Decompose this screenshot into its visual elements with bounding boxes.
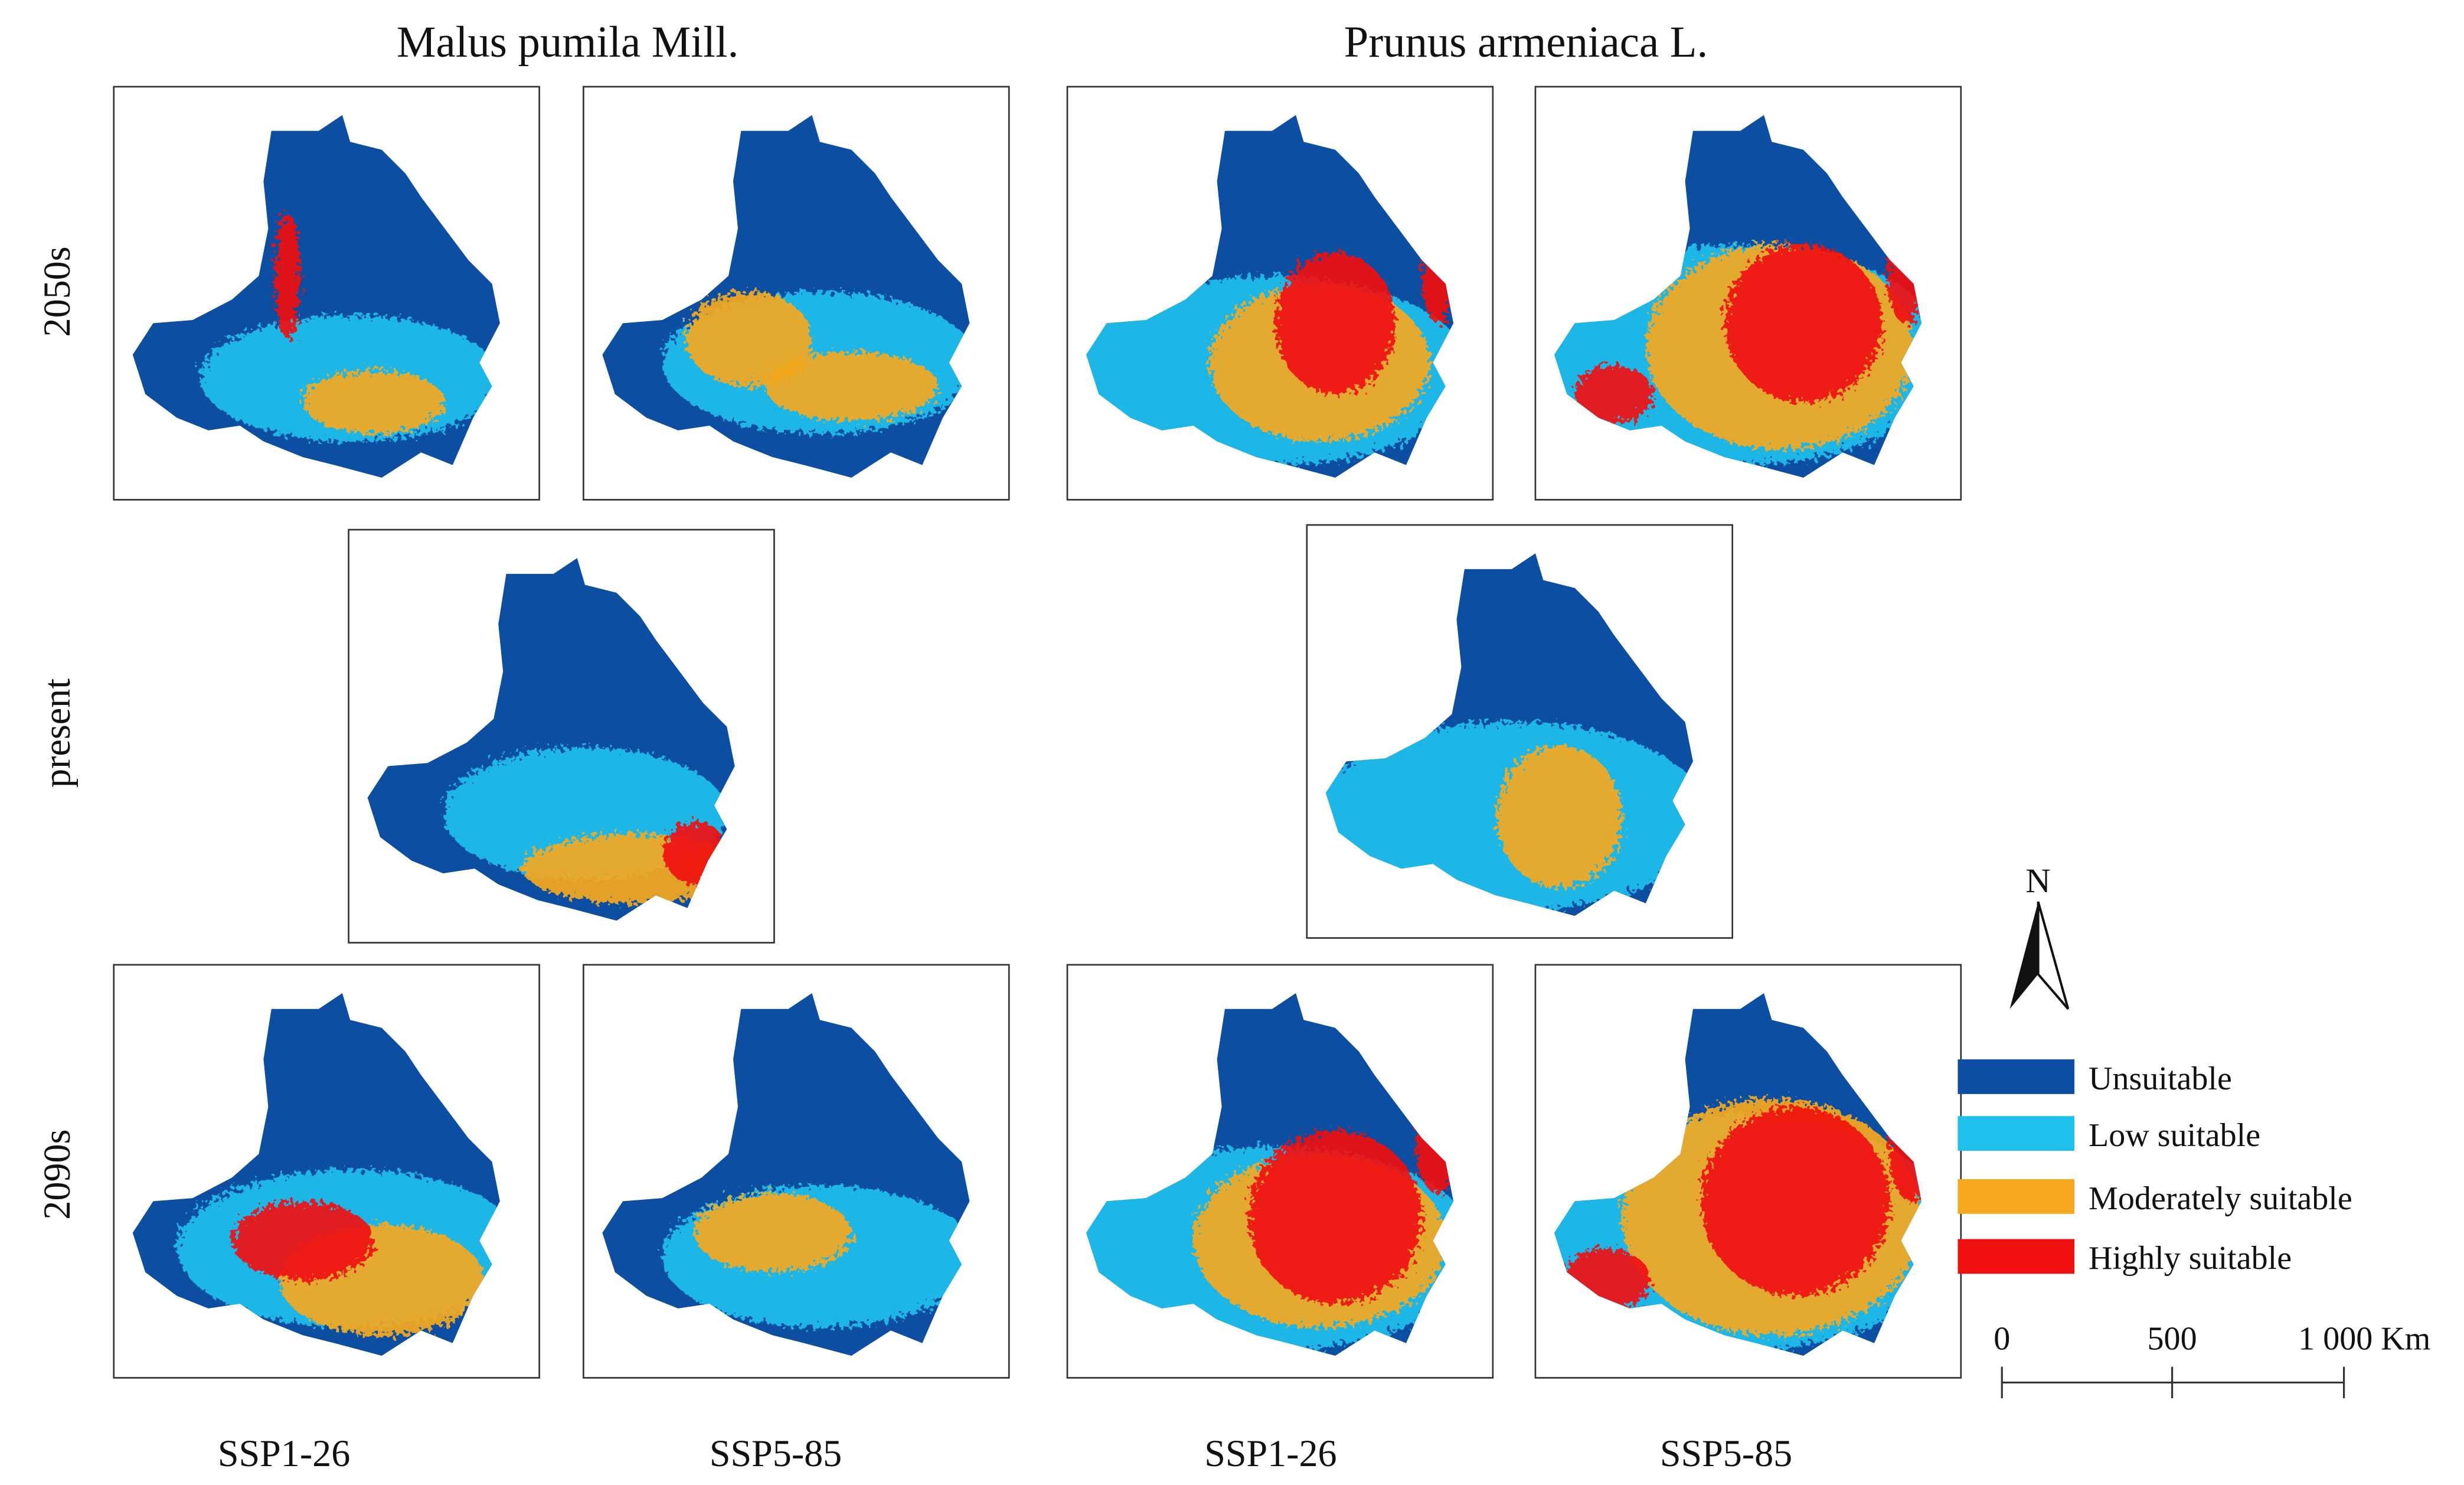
suitability-patch (1574, 365, 1654, 423)
suitability-patch (1724, 244, 1883, 402)
suitability-texture (1086, 1098, 1454, 1352)
suitability-patch (764, 351, 939, 421)
row-label: 2050s (36, 246, 78, 337)
suitability-patch (231, 1201, 374, 1280)
suitability-patch (1249, 1130, 1422, 1304)
scenario-label: SSP1-26 (218, 1432, 350, 1474)
north-label: N (2025, 861, 2050, 900)
suitability-texture (443, 747, 735, 903)
suitability-areas (1325, 722, 1693, 912)
suitability-patch (1496, 745, 1622, 888)
suitability-texture (1325, 722, 1693, 912)
suitability-areas (443, 747, 735, 903)
suitability-texture (662, 1185, 970, 1328)
row-label: 2090s (36, 1130, 78, 1220)
map-panel (1066, 964, 1494, 1379)
map-panel (583, 964, 1010, 1379)
legend-swatch (1958, 1179, 2075, 1214)
suitability-patch (685, 291, 812, 387)
suitability-texture (1086, 229, 1454, 465)
map-panel (1534, 964, 1962, 1379)
suitability-areas (662, 291, 970, 434)
legend-swatch (1958, 1239, 2075, 1274)
north-arrow (2009, 902, 2038, 1009)
scale-label: 0 (1994, 1320, 2010, 1357)
suitability-areas (1086, 1098, 1454, 1352)
map-panel (583, 86, 1010, 501)
legend-label: Moderately suitable (2089, 1180, 2352, 1217)
suitability-areas (177, 1170, 500, 1336)
suitability-texture (200, 213, 500, 442)
suitability-areas (662, 1185, 970, 1328)
map-panel (1306, 524, 1734, 939)
scenario-label: SSP5-85 (710, 1432, 842, 1474)
column-title: Prunus armeniaca L. (1344, 18, 1708, 67)
map-panel (113, 964, 540, 1379)
suitability-areas (1086, 229, 1454, 465)
scale-label: 1 000 Km (2298, 1320, 2430, 1357)
suitability-patch (1701, 1107, 1890, 1296)
scenario-label: SSP5-85 (1660, 1432, 1792, 1474)
suitability-patch (1275, 252, 1396, 394)
suitability-patch (303, 370, 445, 434)
column-title: Malus pumila Mill. (397, 18, 738, 67)
suitability-texture (662, 291, 970, 434)
map-panel (113, 86, 540, 501)
map-panel (1066, 86, 1494, 501)
legend-label: Unsuitable (2089, 1060, 2232, 1097)
legend-label: Highly suitable (2089, 1240, 2292, 1277)
scale-label: 500 (2148, 1320, 2197, 1357)
suitability-texture (177, 1170, 500, 1336)
suitability-patch (694, 1193, 852, 1272)
suitability-patch (274, 213, 300, 340)
scenario-label: SSP1-26 (1204, 1432, 1336, 1474)
legend-swatch (1958, 1059, 2075, 1094)
north-arrow (2037, 901, 2070, 1010)
suitability-areas (200, 213, 500, 442)
legend-swatch (1958, 1116, 2075, 1151)
row-label: present (36, 678, 78, 788)
map-panel (348, 528, 775, 944)
legend-label: Low suitable (2089, 1117, 2260, 1154)
map-panel (1534, 86, 1962, 501)
